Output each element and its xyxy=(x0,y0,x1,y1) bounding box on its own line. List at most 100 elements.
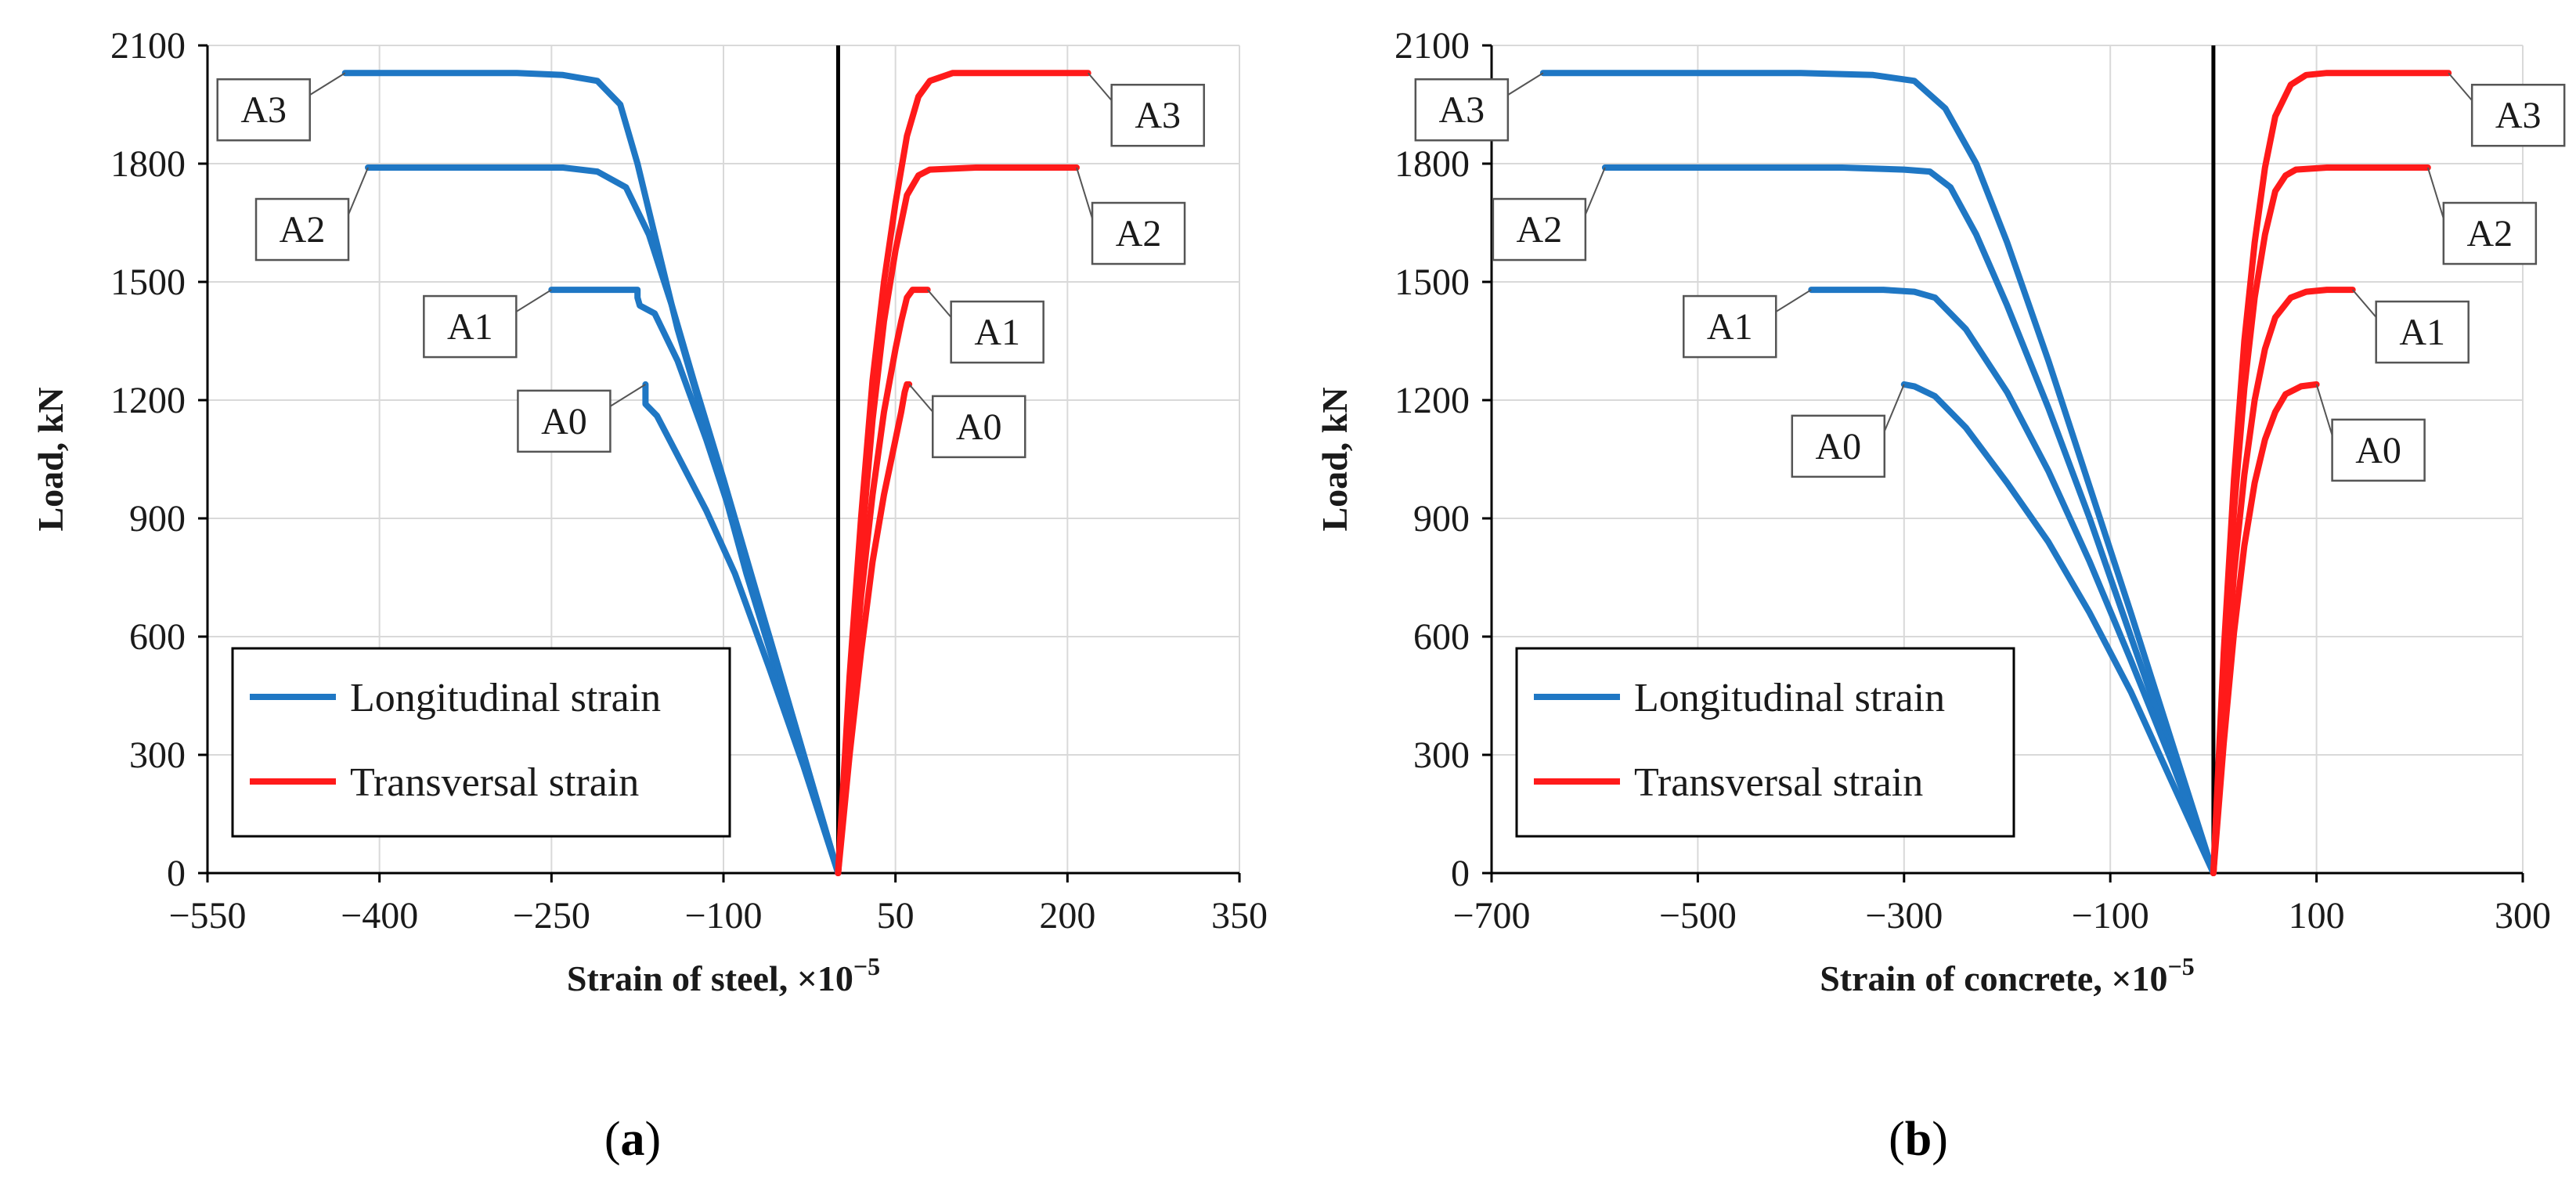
panel-label: (a) xyxy=(604,1113,661,1166)
callout-label: A0 xyxy=(956,406,1002,448)
callout-a0: A0 xyxy=(2315,384,2426,482)
callout-box xyxy=(1091,201,1186,265)
y-tick-label: 300 xyxy=(129,734,186,776)
y-tick-label: 1800 xyxy=(1394,143,1470,185)
callout-label: A2 xyxy=(280,209,326,251)
y-tick-label: 600 xyxy=(129,616,186,658)
x-axis-title-text: Strain of steel, ×10 xyxy=(567,958,853,998)
callout-label: A3 xyxy=(240,89,287,131)
y-tick-label: 600 xyxy=(1413,616,1470,658)
y-tick-label: 1200 xyxy=(110,380,186,421)
callout-box xyxy=(1414,78,1510,142)
series-line-a0-transversal xyxy=(2210,381,2320,876)
y-axis-title: Load, kN xyxy=(31,387,70,531)
legend-label-transversal: Transversal strain xyxy=(350,760,639,805)
callout-label: A3 xyxy=(1439,89,1485,131)
legend-box xyxy=(1515,647,2015,838)
callout-a3: A3 xyxy=(216,72,346,142)
callout-label: A2 xyxy=(2467,213,2513,254)
callout-box xyxy=(931,395,1026,459)
callout-box xyxy=(517,389,612,453)
x-tick-label: −500 xyxy=(1659,895,1737,937)
callout-a1: A1 xyxy=(926,289,1044,364)
callout-label: A1 xyxy=(447,306,493,348)
x-axis-title: Strain of concrete, ×10−5 xyxy=(1820,952,2195,998)
callout-box xyxy=(950,300,1044,364)
x-tick-label: 350 xyxy=(1211,895,1268,937)
callout-box xyxy=(423,294,518,359)
callout-box xyxy=(216,78,311,142)
y-tick-label: 1800 xyxy=(110,143,186,185)
x-tick-label: −400 xyxy=(341,895,418,937)
callout-leader xyxy=(515,289,552,324)
callout-leader xyxy=(1076,167,1094,231)
callout-leader xyxy=(609,384,646,418)
callout-box xyxy=(1110,83,1205,147)
x-tick-label: 100 xyxy=(2289,895,2345,937)
series-line-a1-transversal xyxy=(835,287,931,876)
x-axis-title-exponent: −5 xyxy=(2168,952,2195,980)
x-axis-title-exponent: −5 xyxy=(853,952,880,980)
x-tick-label: 200 xyxy=(1039,895,1095,937)
y-tick-label: 0 xyxy=(167,853,186,894)
callout-a0: A0 xyxy=(1791,384,1905,478)
callout-label: A1 xyxy=(1707,306,1753,348)
callout-leader xyxy=(2426,167,2444,231)
series-line-a3-longitudinal xyxy=(1539,70,2217,876)
callout-box xyxy=(2442,201,2538,265)
callout-leader xyxy=(348,167,369,227)
callout-leader xyxy=(2351,289,2377,330)
y-tick-label: 1500 xyxy=(110,262,186,303)
panel-b-chart: −700 −500 −300 −100 100 300 0 300 600 900 1200 1500… xyxy=(1315,25,2566,1166)
callout-box xyxy=(2331,418,2426,482)
callout-label: A0 xyxy=(541,401,587,442)
callout-a0: A0 xyxy=(517,384,646,453)
callout-leader xyxy=(908,384,934,424)
callout-label: A2 xyxy=(1517,209,1563,251)
callout-label: A2 xyxy=(1116,213,1162,254)
legend: Longitudinal strain Transversal strain xyxy=(231,647,731,838)
callout-leader xyxy=(1883,384,1905,443)
x-tick-label: −250 xyxy=(513,895,590,937)
callout-leader xyxy=(1087,72,1113,113)
callout-box xyxy=(2470,83,2566,147)
panel-label-letter: a xyxy=(621,1113,645,1166)
y-tick-label: 2100 xyxy=(110,25,186,67)
x-tick-label: 300 xyxy=(2495,895,2551,937)
callout-a3: A3 xyxy=(2448,72,2566,147)
y-tick-label: 900 xyxy=(1413,498,1470,540)
series-line-a1-longitudinal xyxy=(548,287,842,876)
panel-label-open: ( xyxy=(604,1113,621,1166)
x-axis-title-text: Strain of concrete, ×10 xyxy=(1820,958,2167,998)
x-tick-label: −100 xyxy=(2072,895,2149,937)
callout-a2: A2 xyxy=(1076,167,1186,265)
callout-a0: A0 xyxy=(908,384,1026,459)
y-tick-label: 300 xyxy=(1413,734,1470,776)
callout-a2: A2 xyxy=(2426,167,2538,265)
callout-a1: A1 xyxy=(423,289,552,359)
y-tick-label: 1500 xyxy=(1394,262,1470,303)
legend-box xyxy=(231,647,731,838)
callout-leader xyxy=(2448,72,2473,113)
series-line-a1-transversal xyxy=(2210,287,2356,876)
series-line-a0-transversal xyxy=(835,381,913,876)
y-tick-label: 0 xyxy=(1451,853,1470,894)
x-tick-label: −700 xyxy=(1452,895,1530,937)
callout-a3: A3 xyxy=(1414,72,1544,142)
series-line-a0-longitudinal xyxy=(642,381,842,876)
series-line-a1-longitudinal xyxy=(1808,287,2217,876)
callout-a1: A1 xyxy=(2351,289,2470,364)
y-tick-label: 900 xyxy=(129,498,186,540)
callout-box xyxy=(1791,414,1886,478)
series-line-a0-longitudinal xyxy=(1900,381,2217,876)
callout-box xyxy=(1683,294,1777,359)
legend-label-longitudinal: Longitudinal strain xyxy=(1634,676,1945,720)
panel-label-open: ( xyxy=(1889,1113,1905,1166)
callout-label: A0 xyxy=(2355,430,2401,471)
x-tick-label: −550 xyxy=(168,895,246,937)
callout-a3: A3 xyxy=(1087,72,1205,147)
callout-a2: A2 xyxy=(1492,167,1606,262)
callout-a2: A2 xyxy=(254,167,369,262)
callout-box xyxy=(1492,197,1587,262)
y-axis-title: Load, kN xyxy=(1315,387,1355,531)
